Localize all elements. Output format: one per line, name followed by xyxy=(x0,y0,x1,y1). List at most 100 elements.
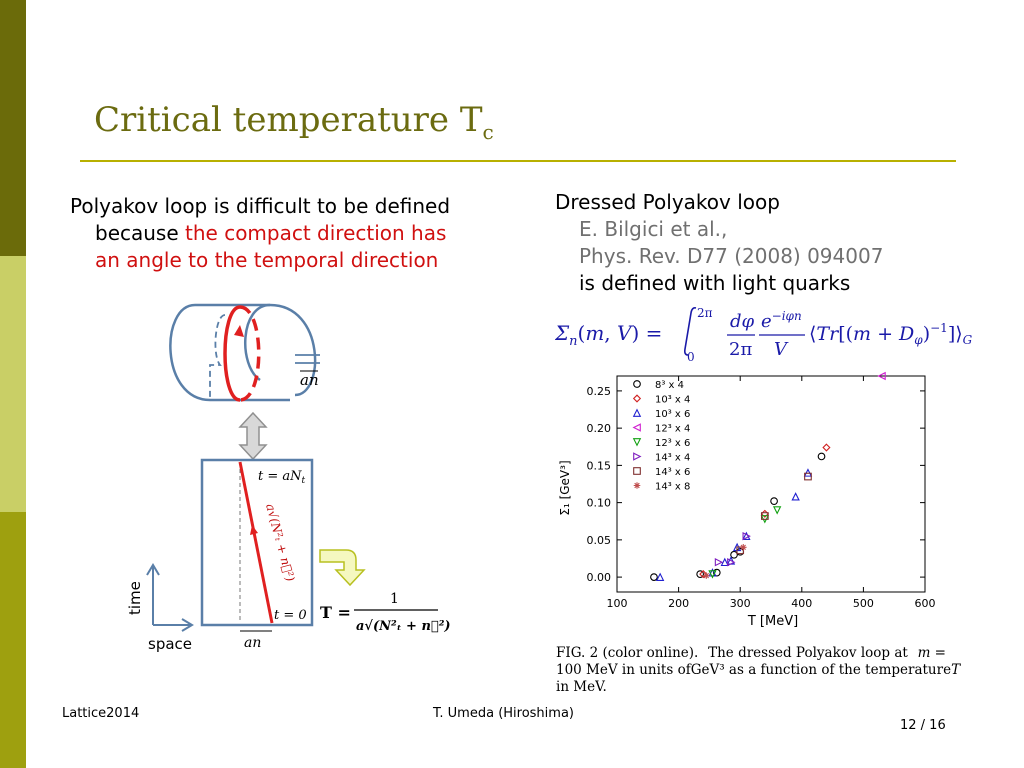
y-tick-label: 0.20 xyxy=(587,422,612,435)
dressed-polyakov-formula: Σn(m, V) = 2π 0 dφ 2π e−iφn V ⟨Tr[(m + D… xyxy=(555,306,973,364)
data-point xyxy=(727,558,736,567)
slide-title: Critical temperature Tc xyxy=(94,100,494,144)
T-denominator: a√(N²ₜ + n⃗²) xyxy=(356,619,451,634)
x-tick-label: 500 xyxy=(853,597,874,610)
data-point xyxy=(708,570,717,579)
legend-label: 14³ x 8 xyxy=(655,482,690,493)
data-point xyxy=(817,452,826,461)
data-point xyxy=(699,570,708,579)
data-point xyxy=(822,443,831,452)
lattice-rectangle: t = aNt a√(N²ₜ + n⃗²) t = 0 an xyxy=(200,458,314,651)
data-point xyxy=(714,558,724,567)
right-text-block: Dressed Polyakov loop E. Bilgici et al.,… xyxy=(555,189,995,297)
T-equals-label: T = xyxy=(320,603,351,622)
T-numerator: 1 xyxy=(390,591,399,607)
time-axis-label: time xyxy=(126,581,144,615)
svg-text:⟨Tr[(m + Dφ)−1]⟩G: ⟨Tr[(m + Dφ)−1]⟩G xyxy=(809,321,973,347)
data-point xyxy=(772,506,782,515)
double-arrow-icon xyxy=(238,411,268,461)
x-tick-label: 600 xyxy=(915,597,936,610)
an-bottom-label: an xyxy=(244,635,261,651)
caption-line-2: 100 MeV in units of GeV³ as a function of… xyxy=(556,662,961,678)
lattice-diagram: an t = aNt a√(N²ₜ + n⃗²) t = 0 an time s… xyxy=(126,303,451,653)
data-point xyxy=(760,512,769,520)
legend-marker xyxy=(632,394,642,403)
x-tick-label: 400 xyxy=(791,597,812,610)
data-point xyxy=(703,572,710,579)
cylinder-icon: an xyxy=(169,303,320,402)
y-tick-label: 0.00 xyxy=(587,571,612,584)
data-point xyxy=(742,531,751,540)
plot-frame xyxy=(616,375,926,593)
footer-author: T. Umeda (Hiroshima) xyxy=(433,706,574,721)
legend-marker xyxy=(633,482,641,489)
legend-label: 12³ x 6 xyxy=(655,438,690,449)
polyakov-loop-scatter-plot: Σ₁ [GeV³] T [MeV] 100 200 300 400 500 600 0.00… xyxy=(558,371,936,629)
red-highlight-1: the compact direction has xyxy=(185,221,447,245)
footer-conference: Lattice2014 xyxy=(62,706,140,721)
y-tick-label: 0.05 xyxy=(587,534,612,547)
left-text-block: Polyakov loop is difficult to be defined… xyxy=(70,193,520,274)
sidebar-segment-middle xyxy=(0,256,26,512)
svg-text:V: V xyxy=(774,339,789,360)
y-tick-label: 0.25 xyxy=(587,385,612,398)
data-point xyxy=(708,568,717,577)
sidebar-segment-bottom xyxy=(0,512,26,768)
data-point xyxy=(742,531,751,541)
sidebar-bar xyxy=(0,0,26,768)
right-heading: Dressed Polyakov loop xyxy=(555,190,780,214)
y-axis-label: Σ₁ [GeV³] xyxy=(558,460,572,515)
legend-marker xyxy=(632,438,642,447)
x-tick-label: 300 xyxy=(730,597,751,610)
left-line-3: an angle to the temporal direction xyxy=(95,248,439,272)
data-point xyxy=(791,492,800,501)
legend-label: 12³ x 4 xyxy=(655,424,690,435)
svg-text:t = aNt: t = aNt xyxy=(258,469,306,486)
svg-text:2π: 2π xyxy=(729,339,752,360)
left-line-1: Polyakov loop is difficult to be defined xyxy=(70,194,451,218)
space-axis-label: space xyxy=(148,635,192,653)
x-tick-label: 100 xyxy=(607,597,628,610)
svg-text:Σn(m, V) =: Σn(m, V) = xyxy=(555,321,662,349)
page-number: 12 / 16 xyxy=(900,718,946,733)
sqrt-length-label: a√(N²ₜ + n⃗²) xyxy=(263,502,297,583)
svg-text:dφ: dφ xyxy=(730,311,755,332)
legend-marker xyxy=(633,467,641,475)
right-note: is defined with light quarks xyxy=(579,271,851,295)
left-line-2: because the compact direction has xyxy=(95,221,447,245)
reference-authors: E. Bilgici et al., xyxy=(579,217,728,241)
svg-text:0: 0 xyxy=(687,350,695,364)
x-tick-label: 200 xyxy=(668,597,689,610)
t-zero-label: t = 0 xyxy=(274,608,307,623)
t-aNt-subscript: t xyxy=(302,476,306,486)
data-point xyxy=(650,573,658,581)
data-point xyxy=(770,497,778,505)
an-top-label: an xyxy=(300,371,319,389)
time-space-axes-icon: time space xyxy=(126,563,194,653)
curved-arrow-icon xyxy=(319,549,366,587)
legend-marker xyxy=(632,423,641,432)
caption-line-1: FIG. 2 (color online). The dressed Polyak… xyxy=(556,645,946,661)
y-tick-label: 0.15 xyxy=(587,459,612,472)
svg-text:2π: 2π xyxy=(697,306,713,320)
caption-line-3: in MeV. xyxy=(556,679,607,695)
reference-journal: Phys. Rev. D77 (2008) 094007 xyxy=(579,244,884,268)
data-point xyxy=(712,568,721,577)
legend-label: 10³ x 6 xyxy=(655,409,690,420)
data-point xyxy=(804,472,812,481)
legend-label: 8³ x 4 xyxy=(655,380,684,391)
data-point xyxy=(877,371,886,381)
legend-label: 14³ x 6 xyxy=(655,467,690,478)
data-point xyxy=(730,550,738,559)
data-point xyxy=(739,544,747,551)
t-aNt-label: t = aN xyxy=(258,469,302,484)
svg-text:e−iφn: e−iφn xyxy=(761,309,802,332)
title-subscript: c xyxy=(482,120,494,144)
title-divider xyxy=(80,160,956,162)
data-point xyxy=(655,572,665,581)
legend-marker xyxy=(632,408,642,417)
sidebar-segment-top xyxy=(0,0,26,256)
legend-label: 14³ x 4 xyxy=(655,453,690,464)
temperature-formula: T = 1 a√(N²ₜ + n⃗²) xyxy=(320,591,451,634)
figure-caption: FIG. 2 (color online). The dressed Polyak… xyxy=(556,645,961,696)
